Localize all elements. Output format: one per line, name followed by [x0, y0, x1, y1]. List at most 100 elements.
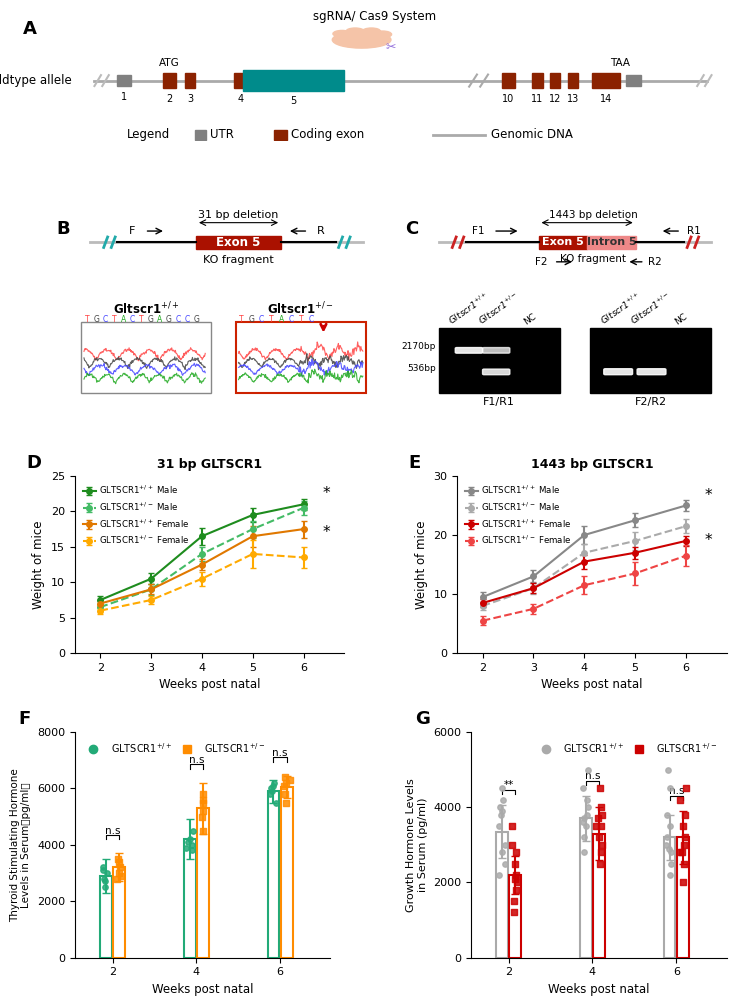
Bar — [273, 130, 287, 140]
Point — [662, 762, 674, 778]
Point — [509, 856, 521, 872]
Legend: GLTSCR1$^{+/+}$, GLTSCR1$^{+/-}$: GLTSCR1$^{+/+}$, GLTSCR1$^{+/-}$ — [532, 737, 722, 758]
Text: 12: 12 — [549, 94, 561, 104]
Ellipse shape — [346, 28, 364, 34]
Text: G: G — [249, 314, 255, 324]
FancyBboxPatch shape — [482, 348, 510, 353]
FancyBboxPatch shape — [482, 369, 510, 375]
Text: C: C — [184, 314, 189, 324]
Text: F2: F2 — [536, 257, 548, 267]
Point — [496, 803, 508, 820]
Point — [115, 868, 127, 884]
Point — [664, 780, 676, 796]
Text: C: C — [130, 314, 135, 324]
Point — [678, 837, 690, 853]
Y-axis label: Weight of mice: Weight of mice — [32, 520, 46, 609]
Point — [596, 837, 608, 853]
Text: n.s: n.s — [669, 786, 684, 796]
Point — [265, 780, 277, 796]
Point — [198, 791, 210, 807]
Bar — [592, 73, 619, 89]
Point — [679, 830, 691, 846]
Text: Exon 5: Exon 5 — [542, 237, 583, 247]
Bar — [664, 838, 676, 958]
Bar — [243, 71, 344, 91]
Point — [506, 837, 518, 853]
Point — [677, 817, 689, 834]
Point — [187, 843, 198, 859]
Point — [266, 783, 278, 799]
Point — [680, 780, 692, 796]
Text: T: T — [300, 314, 304, 324]
Text: 2: 2 — [166, 94, 172, 104]
Text: T: T — [270, 314, 274, 324]
Point — [578, 830, 590, 846]
Point — [595, 799, 607, 815]
Point — [97, 871, 109, 887]
Point — [499, 837, 511, 853]
Text: NC: NC — [521, 312, 538, 328]
Bar — [593, 834, 605, 958]
Point — [284, 772, 296, 788]
Text: C: C — [103, 314, 108, 324]
Bar — [281, 787, 293, 958]
Point — [497, 791, 509, 807]
X-axis label: Weeks post natal: Weeks post natal — [159, 678, 261, 691]
Text: C: C — [289, 314, 294, 324]
Point — [197, 794, 209, 810]
Point — [97, 859, 109, 875]
Bar — [590, 328, 712, 393]
Point — [279, 775, 291, 791]
Point — [101, 865, 113, 881]
Point — [674, 845, 686, 861]
Bar — [81, 323, 211, 393]
Text: Gltscr1$^{+/-}$: Gltscr1$^{+/-}$ — [476, 289, 522, 328]
Bar — [197, 808, 209, 958]
Text: A: A — [157, 314, 163, 324]
Point — [674, 791, 686, 807]
Text: TAA: TAA — [610, 58, 630, 69]
Point — [182, 834, 194, 850]
Point — [497, 780, 509, 796]
Point — [112, 865, 124, 881]
Text: ✂: ✂ — [386, 41, 396, 53]
Point — [577, 814, 589, 831]
Point — [509, 871, 521, 887]
Bar — [267, 791, 279, 958]
Text: R2: R2 — [648, 257, 661, 267]
Text: F1: F1 — [472, 226, 484, 236]
FancyBboxPatch shape — [637, 369, 666, 375]
Text: G: G — [148, 314, 154, 324]
Title: 31 bp GLTSCR1: 31 bp GLTSCR1 — [157, 458, 262, 471]
Point — [100, 879, 112, 895]
Point — [577, 845, 589, 861]
Text: Gltscr1$^{+/+}$: Gltscr1$^{+/+}$ — [598, 289, 643, 328]
Point — [279, 769, 291, 785]
Point — [510, 882, 522, 898]
Text: D: D — [26, 455, 41, 473]
Text: B: B — [57, 220, 70, 238]
Text: KO fragment: KO fragment — [203, 255, 274, 265]
Text: Gltscr1$^{+/+}$: Gltscr1$^{+/+}$ — [446, 289, 492, 328]
Text: n.s: n.s — [273, 748, 288, 758]
Text: F: F — [129, 226, 136, 236]
Point — [197, 823, 209, 839]
Point — [181, 840, 192, 856]
Text: 11: 11 — [532, 94, 544, 104]
Text: 4: 4 — [238, 94, 244, 104]
Point — [580, 791, 592, 807]
Point — [581, 806, 593, 823]
Point — [499, 856, 511, 872]
Bar — [580, 818, 592, 958]
Text: 5: 5 — [290, 97, 297, 106]
Bar — [539, 236, 587, 249]
Point — [596, 806, 608, 823]
Text: G: G — [193, 314, 199, 324]
Point — [663, 841, 675, 857]
Text: n.s: n.s — [189, 755, 204, 765]
Text: G: G — [166, 314, 172, 324]
Text: Gltscr1$^{+/-}$: Gltscr1$^{+/-}$ — [628, 289, 674, 328]
Bar — [587, 236, 636, 249]
Bar — [626, 75, 640, 87]
Point — [582, 762, 594, 778]
